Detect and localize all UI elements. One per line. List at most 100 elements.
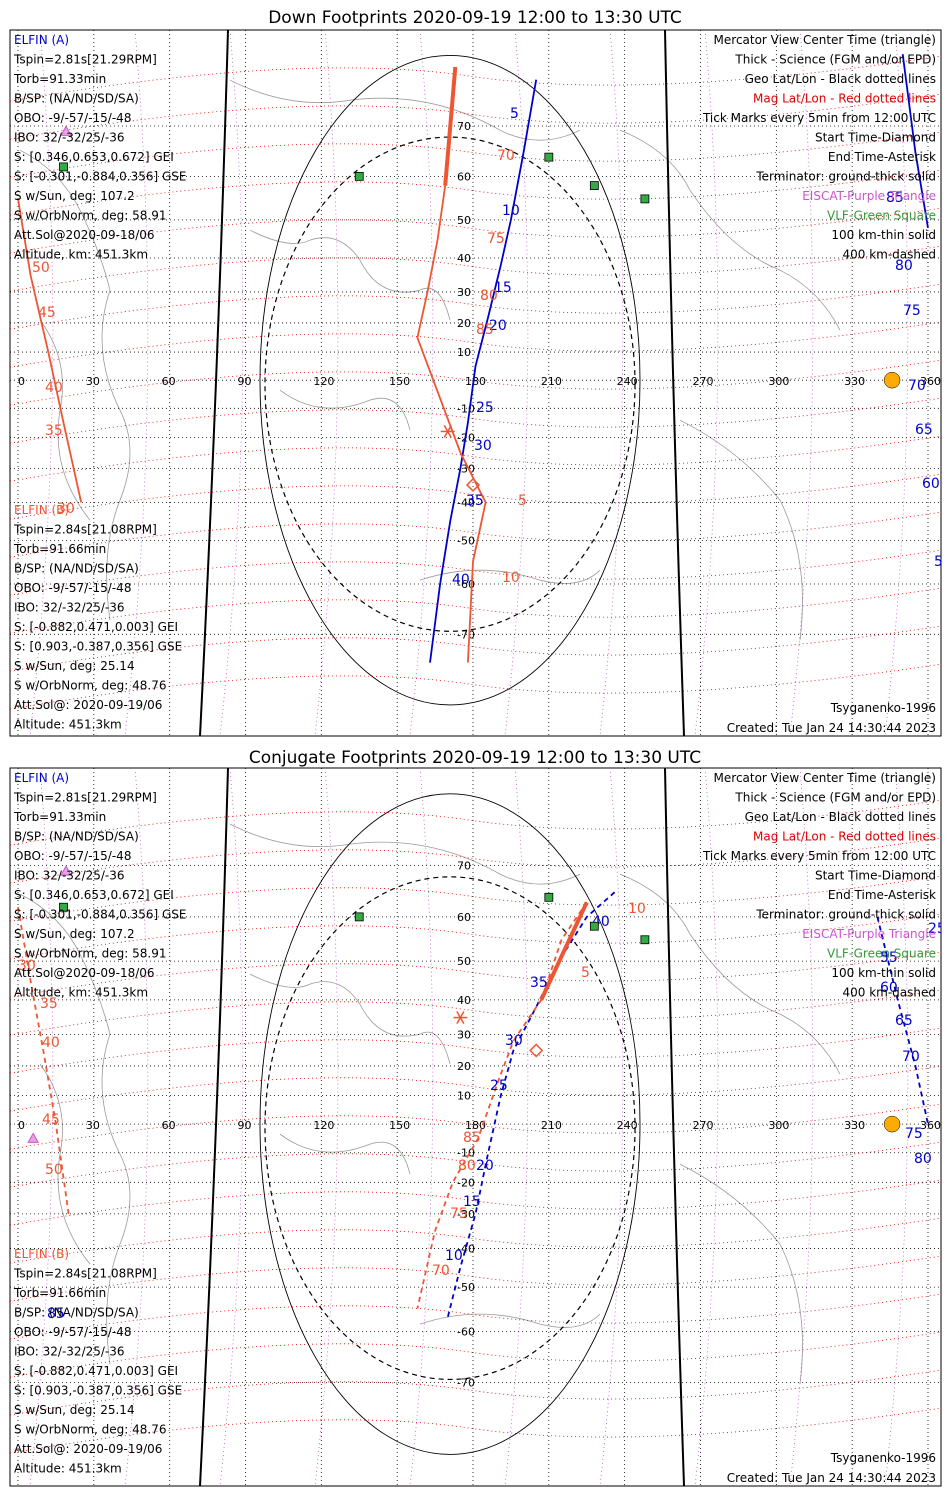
track-elfin-a bbox=[429, 79, 538, 663]
vlf-station-square bbox=[59, 162, 68, 172]
lat-tick-label: 10 bbox=[457, 1090, 471, 1103]
vlf-station-square bbox=[640, 194, 650, 204]
legend-line: EISCAT-Purple Triangle bbox=[802, 927, 936, 941]
track-elfin-b bbox=[17, 198, 83, 503]
coastline-5 bbox=[619, 873, 841, 1075]
elfin-a-info-line: Altitude, km: 451.3km bbox=[14, 986, 148, 1000]
plot-area: 0 30 60 90 120 150 180 210 240 270 300 330 360706050… bbox=[10, 30, 950, 736]
lat-tick-label: 40 bbox=[457, 252, 471, 265]
elfin-b-info-line: S w/OrbNorm, deg: 48.76 bbox=[14, 1423, 166, 1437]
lat-tick-label: -70 bbox=[457, 628, 475, 641]
lon-tick-label: 360 bbox=[920, 1119, 941, 1132]
coastline-1 bbox=[229, 79, 581, 141]
lat-tick-label: -50 bbox=[457, 1281, 475, 1294]
lon-tick-label: 240 bbox=[617, 1119, 638, 1132]
elfin-a-info-line: S: [0.346,0.653,0.672] GEI bbox=[14, 888, 174, 902]
elfin-b-info-line: IBO: 32/-32/25/-36 bbox=[14, 1345, 125, 1359]
mag-lon-grid bbox=[29, 768, 909, 1486]
minute-tick-labels: 40 35 30 25 20 15 10 55 60 65 70 75 80 85 25 10 5 85 80 75 7… bbox=[18, 901, 941, 1322]
mag-lon-curve bbox=[789, 768, 814, 1486]
track-elfin-b bbox=[416, 901, 588, 1309]
lat-tick-label: -70 bbox=[457, 1377, 475, 1390]
lon-tick-label: 150 bbox=[389, 375, 410, 388]
lon-tick-label: 300 bbox=[768, 375, 789, 388]
legend-line: Mercator View Center Time (triangle) bbox=[714, 771, 936, 785]
tick-label-elfin-b: 30 bbox=[18, 958, 36, 974]
tick-label-elfin-b: 50 bbox=[32, 260, 50, 276]
lon-tick-label: 240 bbox=[617, 375, 638, 388]
terminator bbox=[199, 30, 685, 736]
elfin-b-info-line: Att.Sol@: 2020-09-19/06 bbox=[14, 1442, 162, 1456]
tick-label-elfin-a: 75 bbox=[905, 1126, 923, 1142]
tick-label-elfin-a: 60 bbox=[922, 476, 940, 492]
coastlines bbox=[19, 79, 841, 641]
start-time-diamond bbox=[529, 1043, 544, 1058]
lon-tick-label: 60 bbox=[162, 375, 176, 388]
vlf-station-square bbox=[589, 181, 599, 190]
terminator bbox=[199, 768, 685, 1486]
asterisk-stroke bbox=[456, 1011, 465, 1025]
lat-tick-label: 30 bbox=[457, 286, 471, 299]
tracks bbox=[17, 891, 929, 1318]
lon-tick-label: 90 bbox=[238, 375, 252, 388]
left-info: ELFIN (A) Tspin=2.81s[21.29RPM] Torb=91.33… bbox=[13, 771, 187, 1476]
tick-label-elfin-a: 55 bbox=[934, 554, 950, 570]
coastline-7 bbox=[39, 1063, 91, 1265]
elfin-a-info-line: Tspin=2.81s[21.29RPM] bbox=[13, 53, 157, 67]
legend-line: Geo Lat/Lon - Black dotted lines bbox=[745, 810, 936, 824]
tick-label-elfin-a: 85 bbox=[886, 190, 904, 206]
elfin-b-info-line: OBO: -9/-57/-15/-48 bbox=[14, 581, 131, 595]
elfin-b-info-line: Att.Sol@: 2020-09-19/06 bbox=[14, 698, 162, 712]
tick-label-elfin-a: 20 bbox=[489, 318, 507, 334]
tick-label-elfin-a: 85 bbox=[47, 1306, 65, 1322]
legend-line: Mag Lat/Lon - Red dotted lines bbox=[753, 92, 936, 106]
sun-marker bbox=[883, 371, 901, 389]
elfin-a-info-line: Att.Sol@2020-09-18/06 bbox=[14, 966, 155, 980]
lat-tick-label: 50 bbox=[457, 955, 471, 968]
elfin-a-info-line: OBO: -9/-57/-15/-48 bbox=[14, 849, 131, 863]
lat-tick-label: -20 bbox=[457, 1176, 475, 1189]
elfin-b-info-line: S: [-0.882,0.471,0.003] GEI bbox=[14, 1364, 178, 1378]
lat-tick-labels: 70 60 50 40 30 20 10 -10 -20 -30 -40 -50 -60 -70 bbox=[457, 860, 475, 1390]
lon-tick-label: 120 bbox=[313, 1119, 334, 1132]
footer-model: Tsyganenko-1996 bbox=[830, 701, 936, 715]
lat-tick-label: 30 bbox=[457, 1028, 471, 1041]
elfin-a-info-line: Torb=91.33min bbox=[13, 810, 106, 824]
vlf-station-square bbox=[59, 902, 68, 912]
mag-lon-curve bbox=[314, 768, 339, 1486]
legend-line: 100 km-thin solid bbox=[831, 228, 936, 242]
tick-label-elfin-a: 35 bbox=[466, 493, 484, 509]
coastline-4 bbox=[419, 1313, 601, 1328]
coastline-5 bbox=[619, 129, 841, 331]
tick-label-elfin-a: 10 bbox=[445, 1248, 463, 1264]
elfin-a-info-line: Tspin=2.81s[21.29RPM] bbox=[13, 791, 157, 805]
lat-tick-label: 70 bbox=[457, 860, 471, 873]
markers bbox=[27, 865, 901, 1143]
track-elfin-a bbox=[901, 53, 929, 229]
mag-lon-curve bbox=[694, 768, 719, 1486]
lat-tick-label: -30 bbox=[457, 1208, 475, 1221]
lat-tick-label: -50 bbox=[457, 534, 475, 547]
tick-label-elfin-a: 70 bbox=[902, 1049, 920, 1065]
legend-line: Mag Lat/Lon - Red dotted lines bbox=[753, 830, 936, 844]
vlf-station-square bbox=[354, 171, 364, 181]
lat-tick-label: -10 bbox=[457, 1147, 475, 1160]
chart-title: Conjugate Footprints 2020-09-19 12:00 to… bbox=[249, 748, 701, 768]
elfin-b-info-line: S: [0.903,-0.387,0.356] GSE bbox=[14, 640, 182, 654]
mag-lon-curve bbox=[504, 768, 529, 1486]
elfin-a-info-line: S w/Sun, deg: 107.2 bbox=[14, 927, 135, 941]
lat-tick-label: -60 bbox=[457, 1325, 475, 1338]
mag-lon-curve bbox=[884, 768, 909, 1486]
end-time-asterisk bbox=[453, 1011, 468, 1025]
lat-tick-label: 60 bbox=[457, 170, 471, 183]
lon-tick-label: 90 bbox=[238, 1119, 252, 1132]
tick-label-elfin-a: 70 bbox=[908, 378, 926, 394]
vlf-station-square bbox=[589, 921, 599, 931]
lat-tick-label: 60 bbox=[457, 911, 471, 924]
lon-tick-label: 150 bbox=[389, 1119, 410, 1132]
tick-label-elfin-a: 20 bbox=[476, 1158, 494, 1174]
elfin-a-info-line: IBO: 32/-32/25/-36 bbox=[14, 869, 125, 883]
legend-line: VLF-Green Square bbox=[827, 209, 936, 223]
mag-lon-curve bbox=[29, 768, 54, 1486]
tick-label-elfin-a: 75 bbox=[903, 303, 921, 319]
